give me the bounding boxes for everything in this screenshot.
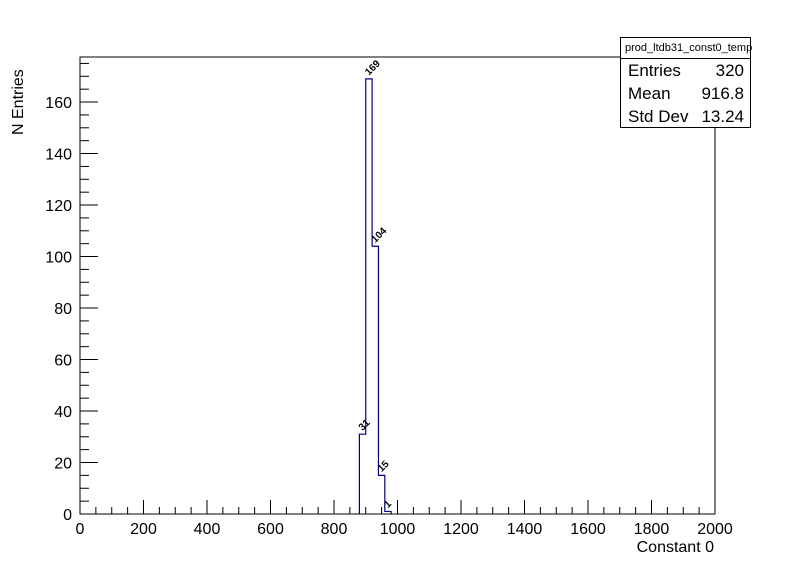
y-tick-label: 100	[45, 250, 72, 267]
x-tick-label: 200	[130, 521, 157, 538]
x-tick-label: 1400	[507, 521, 543, 538]
x-tick-label: 1200	[443, 521, 479, 538]
bin-count-label: 169	[363, 58, 383, 78]
y-tick-label: 0	[63, 507, 72, 524]
x-tick-label: 2000	[697, 521, 733, 538]
x-tick-label: 1800	[634, 521, 670, 538]
stats-label: Mean	[628, 84, 671, 103]
bin-count-label: 31	[357, 417, 373, 433]
stats-row-entries: Entries 320	[621, 59, 750, 82]
bin-count-label: 1	[382, 499, 394, 511]
histogram-outline	[358, 78, 392, 514]
y-tick-label: 140	[45, 147, 72, 164]
x-tick-label: 400	[194, 521, 221, 538]
y-tick-label: 120	[45, 198, 72, 215]
stats-value: 916.8	[701, 84, 744, 103]
y-tick-label: 20	[54, 456, 72, 473]
axis-ticks	[79, 62, 716, 515]
x-tick-label: 600	[257, 521, 284, 538]
tick-labels: 0 200 400 600 800 1000 1200 1400 1600 1800 2000 0 20…	[45, 95, 733, 538]
stats-row-mean: Mean 916.8	[621, 82, 750, 105]
y-tick-label: 40	[54, 404, 72, 421]
x-tick-label: 0	[76, 521, 85, 538]
y-tick-label: 80	[54, 301, 72, 318]
stats-value: 13.24	[701, 107, 744, 126]
y-tick-label: 160	[45, 95, 72, 112]
stats-row-stddev: Std Dev 13.24	[621, 105, 750, 128]
x-tick-label: 800	[321, 521, 348, 538]
x-tick-label: 1000	[380, 521, 416, 538]
stats-label: Std Dev	[628, 107, 689, 126]
x-axis-label: Constant 0	[636, 539, 714, 556]
y-axis-label: N Entries	[10, 69, 27, 135]
x-tick-label: 1600	[570, 521, 606, 538]
stats-value: 320	[715, 61, 744, 80]
y-tick-label: 60	[54, 353, 72, 370]
stats-title: prod_ltdb31_const0_temp	[621, 38, 752, 59]
stats-label: Entries	[628, 61, 681, 80]
stats-box: prod_ltdb31_const0_temp Entries 320 Mean…	[620, 37, 752, 128]
